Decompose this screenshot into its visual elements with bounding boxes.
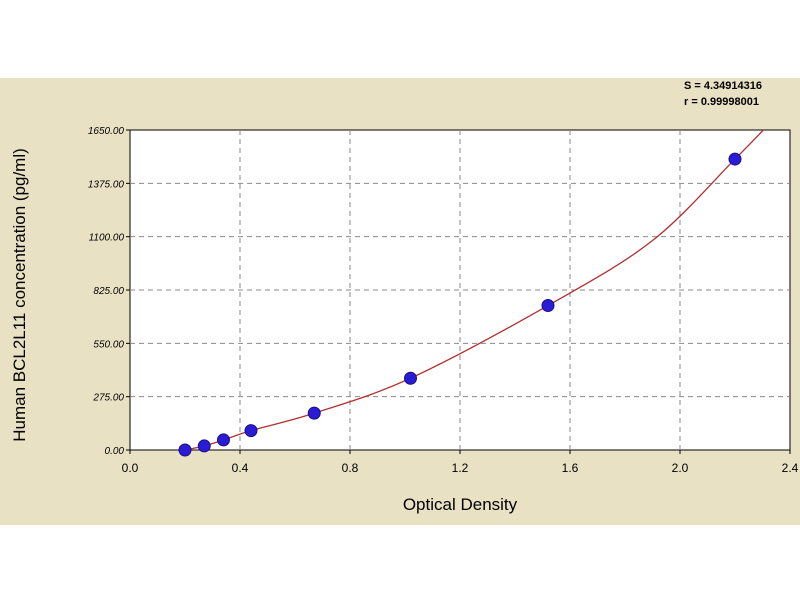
y-axis-label: Human BCL2L11 concentration (pg/ml)	[10, 148, 29, 442]
y-tick-label: 1100.00	[89, 233, 125, 244]
fit-stat-s: S = 4.34914316	[684, 80, 762, 92]
y-tick-label: 0.00	[105, 446, 125, 457]
x-tick-label: 0.8	[342, 461, 359, 475]
x-tick-label: 0.4	[232, 461, 249, 475]
x-tick-label: 2.4	[782, 461, 799, 475]
data-point	[541, 299, 555, 313]
y-tick-label: 275.00	[92, 393, 124, 404]
y-tick-label: 550.00	[93, 339, 124, 350]
x-tick-label: 0.0	[122, 461, 139, 475]
x-tick-label: 2.0	[672, 461, 689, 475]
data-point	[307, 406, 321, 420]
fit-stat-r: r = 0.99998001	[684, 96, 759, 108]
x-tick-label: 1.6	[562, 461, 579, 475]
data-point	[244, 424, 258, 438]
data-point	[197, 439, 211, 453]
data-point	[404, 371, 417, 385]
y-tick-label: 825.00	[93, 286, 124, 297]
data-point	[178, 443, 192, 457]
y-tick-label: 1650.00	[88, 126, 125, 137]
x-axis-label: Optical Density	[402, 495, 518, 514]
data-point	[217, 433, 230, 447]
y-tick-label: 1375.00	[88, 179, 125, 190]
x-tick-label: 1.2	[452, 461, 469, 475]
data-point	[728, 152, 742, 166]
